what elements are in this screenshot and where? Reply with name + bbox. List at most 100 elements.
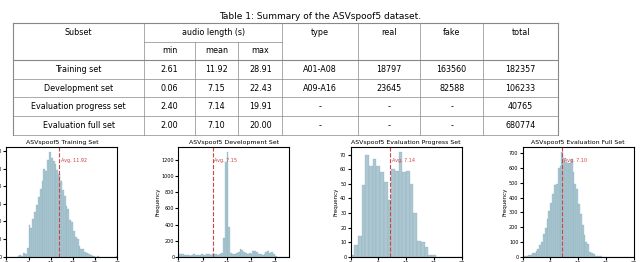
- Text: 0.06: 0.06: [161, 84, 178, 93]
- Bar: [258, 254, 260, 257]
- Title: ASVspoof5 Evaluation Progress Set: ASVspoof5 Evaluation Progress Set: [351, 140, 461, 145]
- Bar: [230, 253, 232, 257]
- Bar: [362, 185, 365, 257]
- Bar: [84, 252, 86, 257]
- Bar: [186, 254, 188, 257]
- Bar: [83, 249, 84, 257]
- Bar: [574, 184, 576, 257]
- Bar: [75, 237, 77, 257]
- Bar: [180, 254, 182, 257]
- Text: Avg. 7.14: Avg. 7.14: [392, 157, 415, 162]
- Bar: [563, 158, 565, 257]
- Bar: [584, 235, 586, 257]
- Bar: [223, 238, 225, 257]
- Text: 19.91: 19.91: [249, 102, 272, 111]
- Bar: [237, 252, 239, 257]
- Bar: [266, 252, 268, 257]
- Bar: [210, 255, 212, 257]
- Text: Avg. 11.92: Avg. 11.92: [61, 157, 86, 162]
- Bar: [571, 159, 573, 257]
- Bar: [365, 155, 369, 257]
- Text: mean: mean: [205, 46, 228, 56]
- Bar: [554, 185, 556, 257]
- Text: type: type: [311, 28, 329, 37]
- Y-axis label: Frequency: Frequency: [502, 187, 508, 216]
- Text: 82588: 82588: [439, 84, 465, 93]
- Bar: [45, 171, 47, 257]
- Title: ASVspoof5 Evaluation Full Set: ASVspoof5 Evaluation Full Set: [531, 140, 625, 145]
- Bar: [179, 254, 180, 257]
- Text: fake: fake: [443, 28, 460, 37]
- Bar: [38, 197, 40, 257]
- Bar: [184, 255, 186, 257]
- Bar: [273, 254, 275, 257]
- Y-axis label: Frequency: Frequency: [156, 187, 161, 216]
- Bar: [243, 252, 245, 257]
- Title: ASVspoof5 Development Set: ASVspoof5 Development Set: [189, 140, 279, 145]
- Text: 11.92: 11.92: [205, 65, 228, 74]
- Bar: [540, 245, 541, 257]
- Bar: [547, 219, 548, 257]
- Bar: [395, 171, 399, 257]
- Text: 2.40: 2.40: [161, 102, 179, 111]
- Bar: [376, 166, 380, 257]
- Bar: [591, 253, 593, 257]
- Bar: [421, 242, 424, 257]
- Bar: [40, 189, 42, 257]
- Bar: [66, 206, 67, 257]
- Bar: [354, 245, 358, 257]
- Bar: [536, 251, 538, 257]
- Bar: [44, 169, 45, 257]
- Text: audio length (s): audio length (s): [182, 28, 245, 37]
- Bar: [550, 203, 552, 257]
- Text: 680774: 680774: [506, 121, 536, 130]
- Bar: [567, 163, 569, 257]
- Bar: [249, 253, 251, 257]
- Bar: [73, 231, 75, 257]
- Bar: [52, 161, 54, 257]
- Text: -: -: [388, 121, 390, 130]
- Bar: [93, 256, 95, 257]
- Bar: [391, 169, 395, 257]
- Bar: [580, 214, 582, 257]
- Bar: [92, 255, 93, 257]
- Text: A01-A08: A01-A08: [303, 65, 337, 74]
- Text: 18797: 18797: [376, 65, 402, 74]
- Text: total: total: [511, 28, 530, 37]
- Bar: [380, 172, 384, 257]
- Bar: [251, 254, 252, 257]
- Text: A09-A16: A09-A16: [303, 84, 337, 93]
- Text: 7.14: 7.14: [208, 102, 225, 111]
- Text: Development set: Development set: [44, 84, 113, 93]
- Bar: [195, 255, 197, 257]
- Text: Training set: Training set: [55, 65, 102, 74]
- Bar: [77, 239, 79, 257]
- Bar: [25, 254, 27, 257]
- Bar: [432, 255, 436, 257]
- Bar: [232, 254, 234, 257]
- Bar: [225, 162, 227, 257]
- Bar: [241, 250, 243, 257]
- Bar: [193, 254, 195, 257]
- Bar: [88, 254, 90, 257]
- Bar: [245, 253, 247, 257]
- Title: ASVspoof5 Training Set: ASVspoof5 Training Set: [26, 140, 98, 145]
- Bar: [600, 256, 602, 257]
- Bar: [256, 252, 258, 257]
- Bar: [589, 252, 591, 257]
- Bar: [58, 174, 60, 257]
- Bar: [227, 152, 228, 257]
- Bar: [399, 152, 403, 257]
- Bar: [552, 194, 554, 257]
- Bar: [197, 255, 199, 257]
- Bar: [561, 152, 563, 257]
- Bar: [86, 253, 88, 257]
- Bar: [528, 255, 530, 257]
- Bar: [428, 255, 432, 257]
- Bar: [97, 256, 99, 257]
- Text: 7.15: 7.15: [207, 84, 225, 93]
- Bar: [543, 234, 545, 257]
- Bar: [545, 228, 547, 257]
- Bar: [424, 247, 428, 257]
- Bar: [351, 255, 354, 257]
